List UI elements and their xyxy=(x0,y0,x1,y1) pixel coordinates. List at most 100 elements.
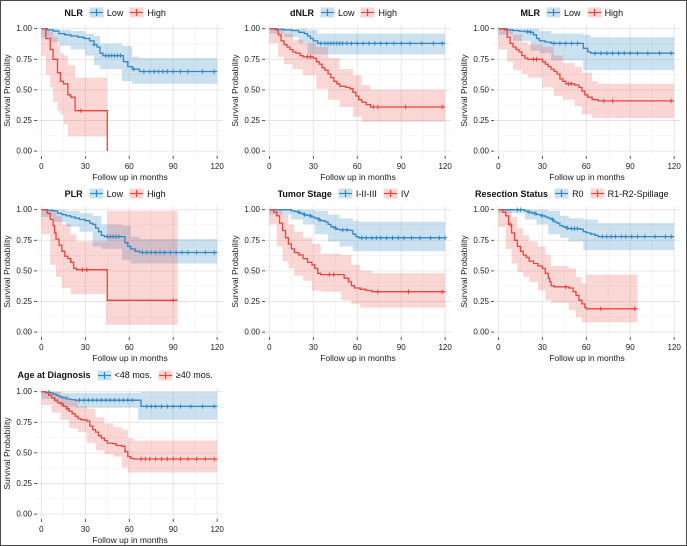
svg-text:90: 90 xyxy=(169,162,178,171)
legend-key-icon xyxy=(129,188,144,199)
x-axis-title: Follow up in months xyxy=(321,353,397,363)
censor-marks-red xyxy=(59,401,217,461)
legend-key-icon xyxy=(360,7,375,18)
survival-plot: 0 30 60 90 120 0.00 0.25 0.50 0.75 1.00 Follow up … xyxy=(459,24,681,182)
svg-text:90: 90 xyxy=(397,162,406,171)
panel-legend: NLR Low High xyxy=(1,1,229,21)
svg-text:30: 30 xyxy=(81,525,90,534)
svg-text:0.25: 0.25 xyxy=(473,297,489,306)
survival-curve-red xyxy=(41,209,178,302)
svg-text:0.25: 0.25 xyxy=(473,116,489,125)
axes: 0 30 60 90 120 0.00 0.25 0.50 0.75 1.00 xyxy=(473,24,681,171)
empty-cell xyxy=(229,363,458,545)
legend-item-age-at-diagnosis-0: <48 mos. xyxy=(97,370,152,381)
svg-text:90: 90 xyxy=(625,162,634,171)
km-panel-age-at-diagnosis: Age at Diagnosis <48 mos. ≥40 mos. 0 30 60… xyxy=(1,364,229,545)
legend-item-resection-status-1: R1-R2-Spillage xyxy=(590,188,669,199)
svg-text:0.25: 0.25 xyxy=(16,116,32,125)
survival-curve-blue xyxy=(41,28,218,73)
svg-text:0: 0 xyxy=(267,162,272,171)
svg-text:0.50: 0.50 xyxy=(245,267,261,276)
legend-item-age-at-diagnosis-1: ≥40 mos. xyxy=(158,370,213,381)
svg-text:0.50: 0.50 xyxy=(245,85,261,94)
legend-label: IV xyxy=(400,188,410,199)
panel-legend: PLR Low High xyxy=(1,182,229,202)
legend-label: <48 mos. xyxy=(114,370,152,381)
svg-text:120: 120 xyxy=(439,162,453,171)
ci-band-blue xyxy=(498,28,674,71)
legend-key-icon xyxy=(338,188,353,199)
svg-text:0.00: 0.00 xyxy=(473,147,489,156)
legend-item-tumor-stage-1: IV xyxy=(383,188,410,199)
legend-label: R0 xyxy=(572,188,584,199)
km-panel-dnlr: dNLR Low High 0 30 60 90 120 0.00 0.25 0.50 0.75… xyxy=(229,1,457,182)
svg-text:0.75: 0.75 xyxy=(16,236,32,245)
svg-text:0.50: 0.50 xyxy=(473,267,489,276)
panel-title: MLR xyxy=(520,7,541,18)
svg-text:1.00: 1.00 xyxy=(16,387,32,396)
panel-legend: dNLR Low High xyxy=(229,1,457,21)
svg-text:60: 60 xyxy=(125,525,134,534)
panel-title: Resection Status xyxy=(475,188,549,199)
censor-marks-red xyxy=(305,54,445,110)
censor-marks-blue xyxy=(296,210,448,241)
svg-text:0.50: 0.50 xyxy=(16,267,32,276)
y-axis-title: Survival Probability xyxy=(230,235,240,308)
svg-text:60: 60 xyxy=(581,343,590,352)
survival-curve-red xyxy=(498,28,674,102)
legend-item-dnlr-1: High xyxy=(360,7,397,18)
legend-item-nlr-0: Low xyxy=(89,7,123,18)
svg-text:30: 30 xyxy=(538,162,547,171)
svg-text:0.50: 0.50 xyxy=(16,448,32,457)
km-panel-resection-status: Resection Status R0 R1-R2-Spillage 0 30 60… xyxy=(458,182,686,363)
legend-item-mlr-0: Low xyxy=(546,7,581,18)
axes: 0 30 60 90 120 0.00 0.25 0.50 0.75 1.00 xyxy=(16,24,224,171)
survival-curve-red xyxy=(41,28,108,152)
survival-curve-blue xyxy=(41,209,218,254)
legend-key-icon xyxy=(89,188,104,199)
panel-legend: Tumor Stage I-II-III IV xyxy=(229,182,457,202)
legend-key-icon xyxy=(320,7,335,18)
legend-key-icon xyxy=(587,7,602,18)
axes: 0 30 60 90 120 0.00 0.25 0.50 0.75 1.00 xyxy=(16,387,224,534)
gridlines xyxy=(265,206,452,338)
legend-item-mlr-1: High xyxy=(587,7,623,18)
panel-legend: Resection Status R0 R1-R2-Spillage xyxy=(458,182,686,202)
legend-item-plr-1: High xyxy=(129,188,166,199)
censor-marks-red xyxy=(530,57,674,104)
censor-marks-red xyxy=(507,222,637,312)
svg-text:0.00: 0.00 xyxy=(16,328,32,337)
ci-band-blue xyxy=(498,210,674,251)
svg-text:0.00: 0.00 xyxy=(16,147,32,156)
panel-title: Tumor Stage xyxy=(277,188,332,199)
svg-text:0: 0 xyxy=(496,162,501,171)
empty-cell xyxy=(457,363,686,545)
legend-label: ≥40 mos. xyxy=(175,370,213,381)
x-axis-title: Follow up in months xyxy=(92,353,168,363)
x-axis-title: Follow up in months xyxy=(321,172,397,182)
svg-text:0.25: 0.25 xyxy=(16,479,32,488)
x-axis-title: Follow up in months xyxy=(549,353,625,363)
legend-key-icon xyxy=(97,370,112,381)
legend-label: R1-R2-Spillage xyxy=(607,188,669,199)
survival-plot: 0 30 60 90 120 0.00 0.25 0.50 0.75 1.00 Follow up … xyxy=(230,24,453,182)
svg-text:90: 90 xyxy=(625,343,634,352)
ci-band-red xyxy=(41,28,108,137)
svg-text:0: 0 xyxy=(267,343,272,352)
panel-title: Age at Diagnosis xyxy=(17,370,91,381)
svg-text:0.75: 0.75 xyxy=(245,55,261,64)
svg-text:30: 30 xyxy=(309,162,318,171)
x-axis-title: Follow up in months xyxy=(549,172,625,182)
axes: 0 30 60 90 120 0.00 0.25 0.50 0.75 1.00 xyxy=(473,206,681,353)
survival-curve-red xyxy=(269,28,446,108)
ci-band-red xyxy=(41,210,178,326)
svg-text:0.25: 0.25 xyxy=(245,297,261,306)
svg-text:0.25: 0.25 xyxy=(245,116,261,125)
svg-text:0.75: 0.75 xyxy=(245,236,261,245)
svg-text:0.50: 0.50 xyxy=(16,85,32,94)
survival-curve-blue xyxy=(498,28,674,54)
svg-text:0.00: 0.00 xyxy=(245,147,261,156)
censor-marks-red xyxy=(80,267,176,303)
svg-text:1.00: 1.00 xyxy=(16,206,32,215)
svg-text:1.00: 1.00 xyxy=(16,24,32,33)
